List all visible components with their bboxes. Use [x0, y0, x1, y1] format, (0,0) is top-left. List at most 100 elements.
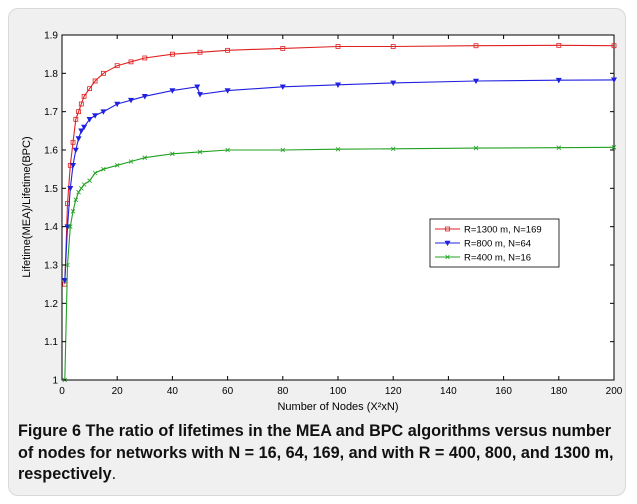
data-point	[390, 44, 396, 49]
data-point	[280, 147, 286, 153]
x-tick-label: 160	[495, 386, 512, 397]
data-point	[86, 117, 93, 123]
series-group	[62, 145, 617, 383]
chart-plot-background	[61, 34, 615, 381]
data-point	[73, 197, 79, 203]
data-point	[196, 92, 204, 98]
data-point	[78, 101, 84, 107]
chart-legend: R=1300 m, N=169 R=800 m, N=64 R=400 m, N=1…	[429, 218, 560, 268]
data-point	[197, 49, 203, 55]
data-point	[170, 151, 175, 157]
data-point	[225, 47, 231, 53]
series-layer	[61, 42, 618, 383]
y-tick-label: 1.7	[44, 107, 58, 118]
y-tick-label: 1.3	[44, 261, 58, 272]
data-point	[92, 170, 98, 176]
figure-caption: Figure 6 The ratio of lifetimes in the M…	[18, 421, 618, 486]
x-tick-label: 180	[550, 386, 567, 397]
data-point	[611, 43, 617, 49]
line-chart: 0 20 40 60 80 100 120 140 160 180 200 1 1.1 1.2 1.3 1.4…	[21, 31, 623, 414]
data-point	[73, 116, 79, 122]
data-point	[78, 128, 85, 134]
data-point	[114, 63, 120, 69]
data-point	[555, 77, 562, 84]
data-point	[142, 155, 148, 160]
axis-layer: 0 20 40 60 80 100 120 140 160 180 200 1 1.1 1.2 1.3 1.4…	[44, 31, 623, 398]
y-tick-label: 1.6	[44, 146, 58, 157]
data-point	[141, 94, 148, 100]
data-point	[70, 163, 77, 169]
data-point	[444, 240, 451, 247]
data-point	[70, 139, 76, 145]
y-tick-label: 1.9	[44, 31, 58, 42]
y-tick-label: 1.4	[44, 222, 58, 233]
series-line	[64, 44, 615, 285]
data-point	[70, 209, 76, 214]
series-group	[62, 42, 617, 287]
data-point	[197, 149, 203, 155]
data-point	[169, 51, 175, 57]
data-point	[473, 145, 479, 151]
data-point	[114, 163, 120, 168]
data-point	[142, 55, 148, 61]
data-point	[445, 254, 450, 260]
data-point	[67, 224, 73, 229]
data-point	[390, 80, 397, 87]
data-point	[75, 136, 82, 142]
chart-area: 0 20 40 60 80 100 120 140 160 180 200 1 1.1 1.2 1.3 1.4…	[21, 31, 623, 414]
data-point	[445, 226, 450, 232]
data-point	[101, 70, 106, 76]
data-point	[64, 224, 71, 230]
x-axis-label: Number of Nodes (X²xN)	[277, 401, 398, 413]
data-point	[280, 46, 286, 51]
data-point	[81, 93, 87, 99]
x-tick-label: 80	[277, 386, 289, 397]
y-tick-label: 1.5	[44, 184, 58, 195]
data-point	[127, 97, 135, 104]
figure-caption-end: .	[111, 465, 117, 483]
data-point	[335, 146, 341, 152]
data-point	[67, 186, 74, 192]
legend-label: R=400 m, N=16	[464, 253, 531, 264]
data-point	[169, 88, 176, 94]
data-point	[390, 146, 396, 152]
data-point	[225, 147, 230, 153]
data-point	[224, 88, 231, 94]
y-tick-label: 1	[52, 376, 58, 387]
data-point	[81, 182, 87, 187]
data-point	[61, 278, 68, 284]
y-tick-label: 1.1	[44, 337, 58, 348]
data-point	[114, 101, 121, 108]
data-point	[610, 77, 618, 83]
data-point	[81, 124, 88, 131]
data-point	[76, 109, 81, 115]
figure-label: Figure 6	[18, 422, 81, 440]
data-point	[279, 84, 286, 90]
data-point	[472, 78, 480, 85]
data-point	[72, 147, 79, 154]
data-point	[473, 43, 479, 49]
data-point	[334, 82, 342, 88]
data-point	[556, 145, 562, 150]
legend-label: R=800 m, N=64	[464, 239, 531, 250]
figure-caption-text: The ratio of lifetimes in the MEA and BP…	[18, 422, 614, 483]
x-tick-label: 120	[385, 386, 402, 397]
data-point	[76, 189, 81, 195]
data-point	[128, 59, 134, 65]
data-point	[556, 42, 562, 48]
data-point	[194, 84, 201, 90]
x-tick-label: 100	[330, 386, 347, 397]
y-axis-label: Lifetime(MEA)/Lifetime(BPC)	[21, 136, 33, 277]
data-point	[92, 78, 98, 84]
x-tick-label: 40	[167, 386, 179, 397]
series-line	[64, 79, 615, 281]
x-tick-label: 20	[112, 386, 124, 397]
x-tick-label: 0	[59, 386, 65, 397]
legend-label: R=1300 m, N=169	[464, 225, 542, 236]
data-point	[87, 86, 92, 92]
x-tick-label: 140	[440, 386, 457, 397]
data-point	[87, 178, 92, 183]
x-tick-label: 60	[222, 386, 234, 397]
data-point	[101, 166, 106, 172]
y-tick-label: 1.2	[44, 299, 58, 310]
